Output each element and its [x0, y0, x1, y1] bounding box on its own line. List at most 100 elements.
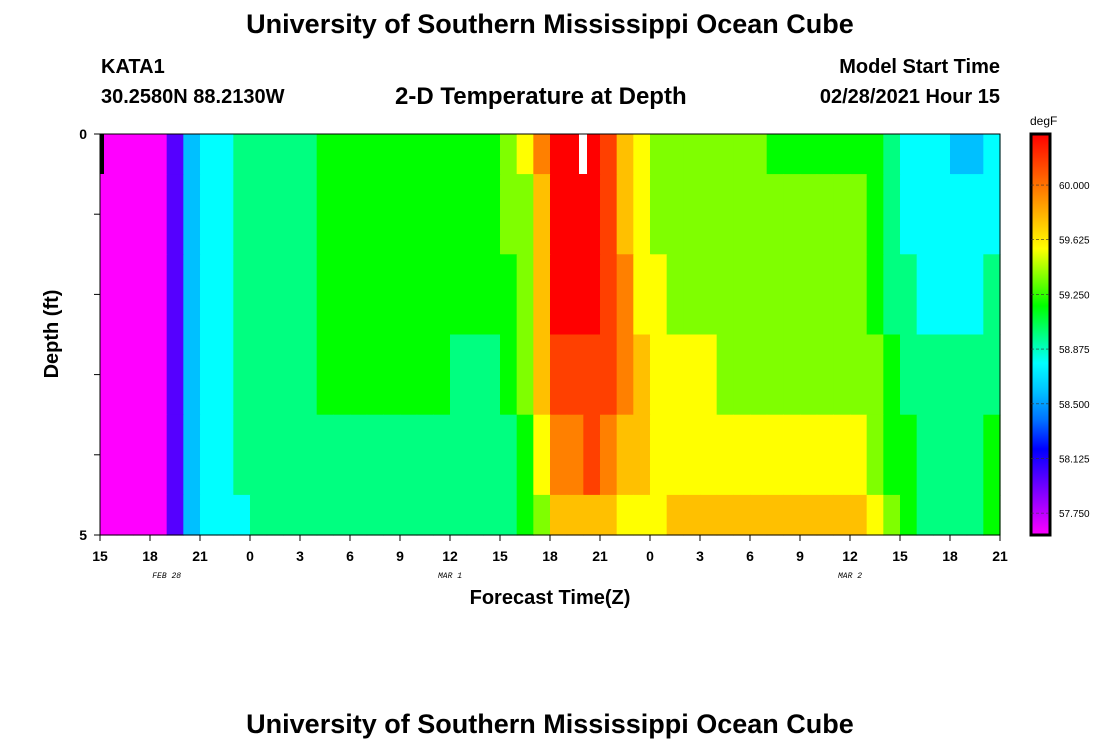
x-axis-label: Forecast Time(Z): [470, 587, 631, 609]
heatmap-cell: [733, 254, 751, 336]
heatmap-cell: [750, 414, 768, 496]
heatmap-cell: [716, 254, 734, 336]
heatmap-cell: [433, 494, 451, 536]
heatmap-cell: [200, 494, 218, 536]
heatmap-cell: [816, 334, 834, 416]
colorbar: degF 60.000 59.625 59.250 58.875 58.500 58.12…: [1029, 114, 1090, 537]
heatmap-cell: [783, 134, 801, 175]
heatmap-cell: [233, 494, 251, 536]
date-label: MAR 2: [838, 572, 862, 581]
heatmap-cell: [650, 134, 668, 175]
heatmap-cell: [983, 494, 1001, 536]
heatmap-cell: [166, 494, 184, 536]
heatmap-cells: [100, 134, 1001, 536]
x-tick-label: 6: [746, 548, 754, 564]
heatmap-cell: [933, 334, 951, 416]
heatmap-cell: [900, 334, 918, 416]
heatmap-cell: [550, 174, 568, 255]
heatmap-cell: [216, 494, 234, 536]
heatmap-cell: [700, 334, 718, 416]
heatmap-cell: [833, 414, 851, 496]
heatmap-cell: [600, 494, 618, 536]
heatmap-cell: [133, 174, 151, 255]
heatmap-cell: [683, 174, 701, 255]
heatmap-cell: [416, 134, 434, 175]
footer-title: University of Southern Mississippi Ocean…: [246, 709, 854, 739]
heatmap-cell: [983, 174, 1001, 255]
heatmap-cell: [250, 494, 268, 536]
heatmap-cell: [233, 134, 251, 175]
heatmap-cell: [683, 494, 701, 536]
heatmap-cell: [383, 334, 401, 416]
heatmap-cell: [600, 334, 618, 416]
heatmap-cell: [350, 174, 368, 255]
heatmap-cell: [416, 494, 434, 536]
heatmap-cell: [600, 174, 618, 255]
heatmap-cell: [900, 254, 918, 336]
heatmap-cell: [116, 334, 134, 416]
heatmap-cell: [433, 334, 451, 416]
heatmap-cell: [983, 254, 1001, 336]
colorbar-unit: degF: [1030, 114, 1057, 128]
heatmap-cell: [516, 494, 534, 536]
heatmap-cell: [200, 334, 218, 416]
heatmap-cell: [966, 334, 984, 416]
heatmap-cell: [733, 414, 751, 496]
heatmap-cell: [716, 174, 734, 255]
heatmap-cell: [966, 254, 984, 336]
heatmap-cell: [616, 334, 634, 416]
heatmap-cell: [766, 134, 784, 175]
heatmap-cell: [200, 174, 218, 255]
heatmap-cell: [600, 134, 618, 175]
heatmap-cell: [766, 494, 784, 536]
heatmap-cell: [883, 334, 901, 416]
heatmap-cell: [266, 494, 284, 536]
heatmap-cell: [500, 254, 518, 336]
heatmap-cell: [916, 494, 934, 536]
heatmap-cell: [900, 174, 918, 255]
heatmap-cell: [183, 414, 201, 496]
date-label: MAR 1: [438, 572, 462, 581]
heatmap-cell: [816, 134, 834, 175]
heatmap-cell: [500, 134, 518, 175]
heatmap-cell: [833, 254, 851, 336]
heatmap-cell: [433, 254, 451, 336]
heatmap-cell: [483, 174, 501, 255]
heatmap-cell: [816, 494, 834, 536]
heatmap-cell: [650, 174, 668, 255]
heatmap-cell: [183, 174, 201, 255]
heatmap-cell: [966, 414, 984, 496]
heatmap-cell: [750, 174, 768, 255]
heatmap-cell: [866, 414, 884, 496]
heatmap-cell: [266, 134, 284, 175]
heatmap-cell: [183, 494, 201, 536]
heatmap-cell: [900, 134, 918, 175]
x-tick-label: 9: [796, 548, 804, 564]
colorbar-tick-label: 60.000: [1059, 181, 1090, 192]
heatmap-cell: [466, 414, 484, 496]
heatmap-cell: [666, 174, 684, 255]
heatmap-cell: [450, 414, 468, 496]
heatmap-cell: [850, 334, 868, 416]
heatmap-cell: [700, 254, 718, 336]
heatmap-cell: [716, 334, 734, 416]
heatmap-cell: [750, 494, 768, 536]
heatmap-cell: [833, 134, 851, 175]
heatmap-cell: [950, 254, 968, 336]
heatmap-cell: [766, 414, 784, 496]
heatmap-cell: [366, 414, 384, 496]
heatmap-cell: [416, 414, 434, 496]
heatmap-cell: [700, 174, 718, 255]
heatmap-cell: [433, 414, 451, 496]
heatmap-cell: [650, 334, 668, 416]
heatmap-cell: [700, 494, 718, 536]
heatmap-cell: [150, 494, 168, 536]
heatmap-cell: [350, 134, 368, 175]
heatmap-cell: [100, 334, 118, 416]
heatmap-cell: [383, 414, 401, 496]
heatmap-cell: [266, 174, 284, 255]
heatmap-cell: [583, 174, 601, 255]
heatmap-cell: [450, 494, 468, 536]
heatmap-cell: [666, 494, 684, 536]
heatmap-cell: [400, 414, 418, 496]
